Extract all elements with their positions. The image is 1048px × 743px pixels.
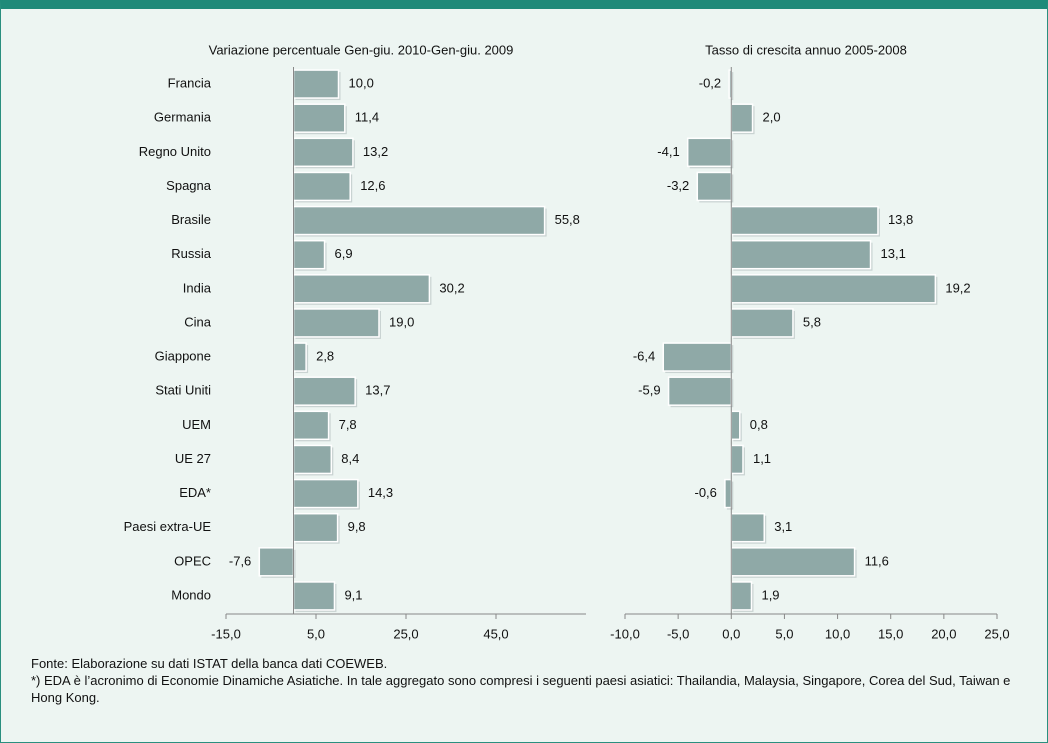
value-label: 19,0 <box>389 314 414 329</box>
value-label: 19,2 <box>945 280 970 295</box>
value-label: -5,9 <box>638 383 660 398</box>
x-tick-label: 25,0 <box>984 626 1009 641</box>
x-tick-label: -15,0 <box>211 626 241 641</box>
category-label: Brasile <box>171 212 211 227</box>
bar <box>292 342 307 372</box>
value-label: 13,1 <box>881 246 906 261</box>
x-tick-label: 5,0 <box>775 626 793 641</box>
footnote: *) EDA è l’acronimo di Economie Dinamich… <box>31 673 1011 705</box>
value-label: -7,6 <box>229 553 251 568</box>
category-label: Germania <box>154 110 212 125</box>
category-label: Spagna <box>166 178 212 193</box>
bar <box>730 103 754 133</box>
value-label: -3,2 <box>667 178 689 193</box>
x-tick-label: -10,0 <box>610 626 640 641</box>
value-label: 2,0 <box>763 110 781 125</box>
bar <box>667 376 733 406</box>
x-tick-label: 25,0 <box>393 626 418 641</box>
source-note: Fonte: Elaborazione su dati ISTAT della … <box>31 656 388 671</box>
value-label: 1,1 <box>753 451 771 466</box>
x-tick-label: -5,0 <box>667 626 689 641</box>
bar <box>292 512 339 543</box>
x-tick-label: 0,0 <box>722 626 740 641</box>
value-label: -4,1 <box>657 144 679 159</box>
value-label: 11,6 <box>865 553 889 568</box>
category-label: Regno Unito <box>139 144 211 159</box>
value-label: 8,4 <box>341 451 359 466</box>
bar <box>292 171 351 202</box>
value-label: 2,8 <box>316 349 334 364</box>
bar <box>730 274 937 304</box>
bar <box>292 239 326 270</box>
bar <box>730 239 872 270</box>
bar <box>730 205 879 236</box>
bar <box>292 478 359 509</box>
notes: Fonte: Elaborazione su dati ISTAT della … <box>31 655 1021 706</box>
category-label: Paesi extra-UE <box>124 519 212 534</box>
bar <box>662 342 733 372</box>
category-label: EDA* <box>179 485 211 500</box>
value-label: 13,2 <box>363 144 388 159</box>
bar <box>292 137 354 168</box>
bar <box>292 308 380 338</box>
value-label: -0,2 <box>699 76 721 91</box>
category-label: OPEC <box>174 553 211 568</box>
value-label: 3,1 <box>774 519 792 534</box>
x-tick-label: 5,0 <box>307 626 325 641</box>
value-label: 12,6 <box>360 178 385 193</box>
category-label: India <box>183 280 212 295</box>
bar-shadow <box>731 72 734 101</box>
bar <box>258 547 295 577</box>
bar <box>730 308 794 338</box>
bar <box>292 444 333 475</box>
category-label: Giappone <box>155 349 211 364</box>
value-label: 55,8 <box>555 212 580 227</box>
value-label: -6,4 <box>633 349 655 364</box>
value-label: 11,4 <box>355 110 379 125</box>
bar <box>292 376 356 406</box>
bar <box>730 512 765 543</box>
category-label: Mondo <box>171 587 211 602</box>
x-tick-label: 10,0 <box>825 626 850 641</box>
x-tick-label: 45,0 <box>483 626 508 641</box>
bar <box>696 171 733 202</box>
bar <box>292 274 431 304</box>
panel-title: Tasso di crescita annuo 2005-2008 <box>705 42 907 57</box>
value-label: 9,1 <box>344 587 362 602</box>
bar <box>730 444 744 475</box>
x-tick-label: 20,0 <box>931 626 956 641</box>
value-label: 1,9 <box>761 587 779 602</box>
value-label: 5,8 <box>803 314 821 329</box>
category-label: Cina <box>184 314 212 329</box>
value-label: -0,6 <box>695 485 717 500</box>
panel-title: Variazione percentuale Gen-giu. 2010-Gen… <box>209 42 514 57</box>
bar <box>292 69 340 99</box>
bar <box>292 103 346 133</box>
category-label: UE 27 <box>175 451 211 466</box>
x-tick-label: 15,0 <box>878 626 903 641</box>
bar <box>730 547 856 577</box>
value-label: 9,8 <box>348 519 366 534</box>
bar <box>292 581 336 611</box>
bar <box>730 581 753 611</box>
bar <box>292 410 330 441</box>
bar <box>724 478 733 509</box>
value-label: 6,9 <box>335 246 353 261</box>
value-label: 14,3 <box>368 485 393 500</box>
value-label: 13,8 <box>888 212 913 227</box>
category-label: UEM <box>182 417 211 432</box>
bar <box>292 205 546 236</box>
bar <box>686 137 733 168</box>
value-label: 0,8 <box>750 417 768 432</box>
value-label: 7,8 <box>339 417 357 432</box>
category-label: Francia <box>168 76 212 91</box>
chart: Francia Germania Regno Unito Spagna Brasile R… <box>124 42 1010 641</box>
bar <box>730 410 741 441</box>
value-label: 30,2 <box>439 280 464 295</box>
value-label: 13,7 <box>365 383 390 398</box>
value-label: 10,0 <box>349 76 374 91</box>
category-label: Stati Uniti <box>155 383 211 398</box>
category-label: Russia <box>171 246 212 261</box>
